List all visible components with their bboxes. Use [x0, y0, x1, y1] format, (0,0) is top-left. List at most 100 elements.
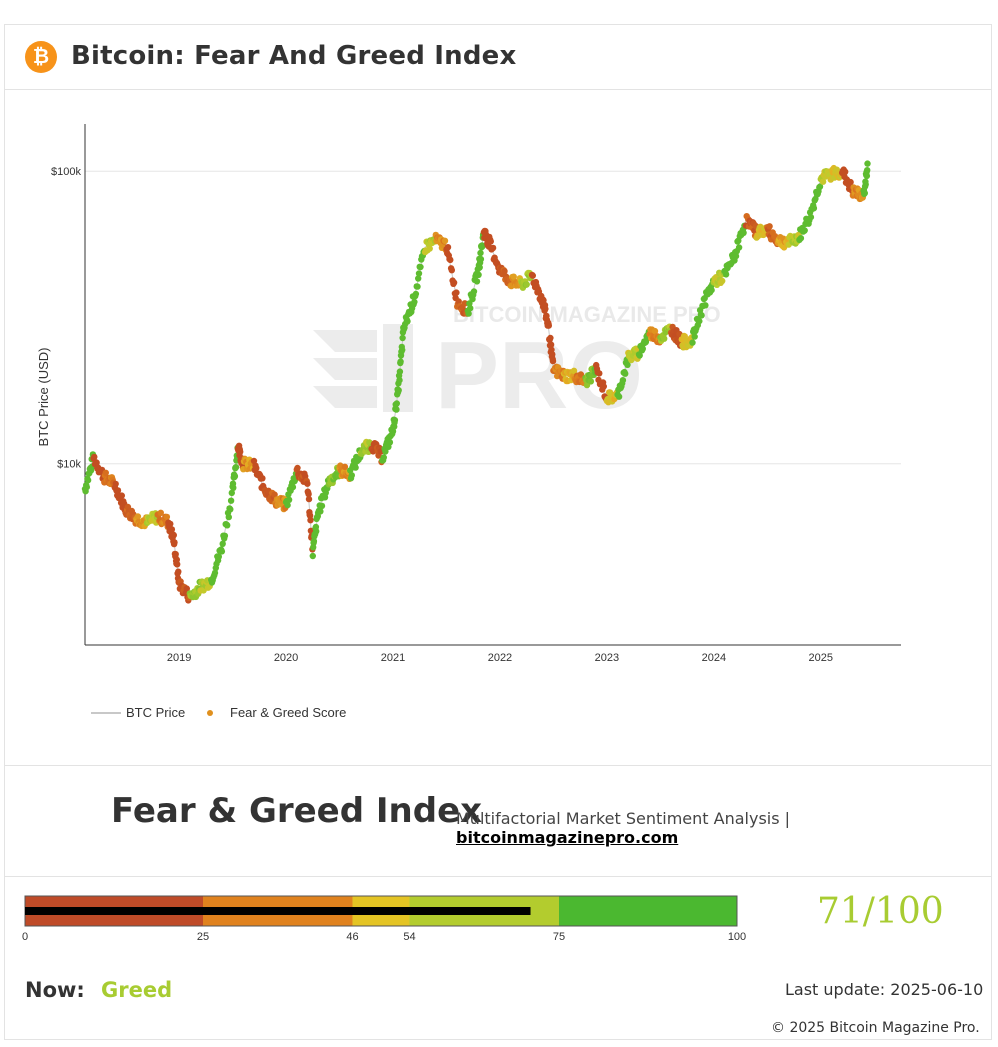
gauge-segment	[559, 896, 737, 926]
fear-greed-point	[91, 453, 98, 461]
fear-greed-point	[448, 267, 455, 274]
fear-greed-point	[501, 268, 508, 275]
fear-greed-point	[167, 520, 174, 528]
fear-greed-point	[639, 345, 646, 352]
fear-greed-point	[309, 552, 316, 560]
x-tick-label: 2020	[274, 652, 298, 664]
gauge-tick-label: 54	[403, 931, 415, 943]
fear-greed-point	[455, 298, 462, 305]
fear-greed-point	[864, 160, 871, 167]
fear-greed-point	[118, 492, 126, 499]
x-tick-label: 2019	[167, 652, 191, 664]
fear-greed-point	[863, 172, 871, 180]
now-label: Now:	[25, 978, 85, 1002]
fear-greed-point	[313, 528, 320, 535]
x-tick-label: 2024	[702, 652, 726, 664]
gauge-bar: 0 25 46 54 75 100	[22, 895, 746, 943]
fear-greed-point	[596, 370, 603, 377]
fear-greed-point	[722, 271, 730, 278]
fear-greed-point	[708, 286, 715, 294]
fear-greed-point	[450, 279, 458, 286]
fear-greed-point	[810, 205, 818, 212]
fear-greed-point	[816, 183, 824, 190]
fear-greed-point	[227, 506, 234, 513]
x-tick-label: 2021	[381, 652, 405, 664]
fear-greed-point	[461, 300, 468, 307]
fear-greed-point	[549, 351, 556, 358]
fear-greed-point	[227, 497, 235, 504]
fear-greed-point	[719, 277, 726, 285]
fear-greed-point	[842, 168, 849, 175]
fear-greed-point	[453, 289, 460, 296]
fear-greed-point	[570, 367, 578, 374]
fear-greed-point	[411, 298, 418, 306]
gauge-tick-label: 25	[197, 931, 209, 943]
fear-greed-point	[172, 551, 179, 558]
fear-greed-point	[382, 448, 389, 455]
fear-greed-point	[399, 334, 406, 342]
fear-greed-point	[467, 305, 474, 312]
y-tick-label: $100k	[51, 166, 81, 178]
fear-greed-point	[414, 283, 421, 290]
fear-greed-point	[232, 464, 240, 471]
divider	[5, 876, 991, 877]
fear-greed-point	[259, 475, 266, 482]
fear-greed-point	[696, 317, 703, 325]
fear-greed-point	[112, 480, 119, 488]
fear-greed-point	[698, 312, 705, 319]
fear-greed-point	[215, 553, 222, 560]
gauge-needle-bar	[25, 907, 531, 915]
index-title: Fear & Greed Index	[111, 791, 483, 831]
fear-greed-point	[549, 357, 557, 365]
fear-greed-point	[477, 249, 484, 257]
fear-greed-point	[624, 361, 631, 368]
copyright: © 2025 Bitcoin Magazine Pro.	[771, 1020, 980, 1036]
fear-greed-point	[397, 358, 404, 365]
fear-greed-point	[819, 178, 827, 185]
fear-greed-point	[489, 244, 497, 252]
fear-greed-point	[475, 271, 482, 278]
chart-axes: $10k $100k 2019 2020 2021 2022 2023 2024 2025	[51, 124, 901, 664]
fear-greed-point	[253, 464, 260, 472]
index-subtitle: Multifactorial Market Sentiment Analysis…	[456, 809, 991, 847]
fear-greed-point	[689, 339, 696, 346]
fear-greed-point	[93, 459, 100, 466]
gauge-tick-label: 75	[553, 931, 565, 943]
fear-greed-point	[221, 532, 229, 539]
fear-greed-point	[735, 244, 743, 251]
score-value: 71/100	[817, 891, 944, 932]
fear-greed-point	[523, 281, 530, 288]
fear-greed-point	[183, 585, 190, 592]
fear-greed-point	[417, 263, 424, 271]
fear-greed-point	[479, 243, 486, 250]
fear-greed-card: ₿ Bitcoin: Fear And Greed Index BITCOIN …	[4, 24, 992, 1040]
legend-score-swatch	[207, 710, 213, 716]
fear-greed-point	[175, 568, 182, 575]
fear-greed-point	[622, 370, 629, 377]
fear-greed-point	[529, 272, 536, 279]
x-tick-label: 2025	[809, 652, 833, 664]
fear-greed-point	[310, 538, 318, 545]
fear-greed-point	[477, 255, 485, 263]
fear-greed-point	[766, 223, 773, 230]
fear-greed-point	[171, 539, 178, 546]
source-link[interactable]: bitcoinmagazinepro.com	[456, 828, 679, 847]
fear-greed-point	[619, 377, 627, 384]
fear-greed-point	[237, 448, 244, 455]
fear-greed-point	[404, 318, 411, 325]
price-chart[interactable]: BITCOIN MAGAZINE PRO PRO $10k $100k 2019 20…	[5, 90, 991, 765]
fear-greed-point	[547, 341, 555, 348]
fear-greed-point	[396, 368, 404, 375]
fear-greed-point	[83, 483, 91, 491]
fear-greed-point	[540, 297, 547, 304]
fear-greed-point	[473, 278, 481, 285]
price-chart-svg[interactable]: BITCOIN MAGAZINE PRO PRO $10k $100k 2019 20…	[5, 90, 991, 765]
fear-greed-point	[318, 502, 326, 510]
fear-greed-point	[102, 469, 110, 476]
watermark-logo	[313, 324, 413, 412]
fear-greed-point	[661, 335, 668, 342]
divider	[5, 765, 991, 766]
fear-greed-point	[218, 548, 226, 555]
chart-legend: BTC Price Fear & Greed Score	[91, 705, 346, 720]
subtitle-text: Multifactorial Market Sentiment Analysis	[456, 809, 780, 828]
